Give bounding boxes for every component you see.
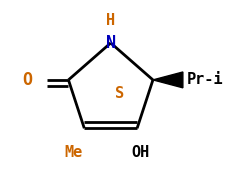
Text: Pr-i: Pr-i bbox=[186, 72, 223, 87]
Text: Me: Me bbox=[65, 145, 83, 160]
Text: OH: OH bbox=[131, 145, 150, 160]
Text: S: S bbox=[115, 86, 124, 102]
Polygon shape bbox=[153, 72, 183, 88]
Text: O: O bbox=[22, 71, 32, 89]
Text: N: N bbox=[106, 34, 116, 52]
Text: H: H bbox=[106, 13, 115, 28]
